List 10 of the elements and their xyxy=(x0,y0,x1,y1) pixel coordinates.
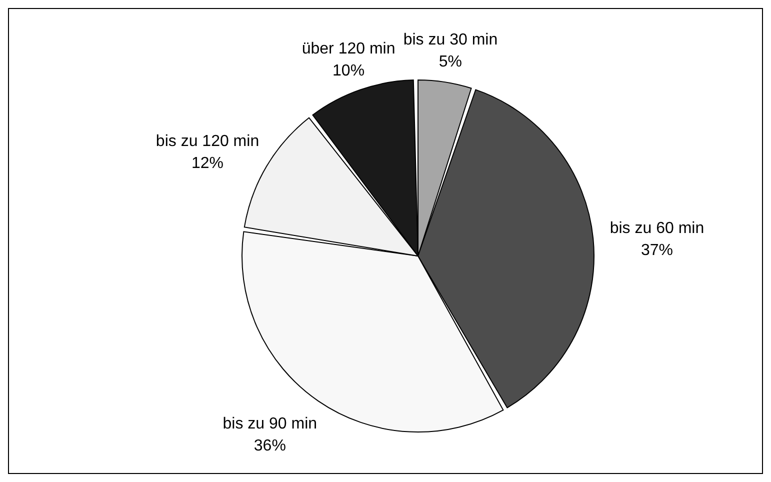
slice-label: bis zu 60 min xyxy=(610,220,704,238)
slice-label: bis zu 120 min xyxy=(156,133,260,150)
data-label: 12% xyxy=(192,155,224,172)
data-label: 36% xyxy=(254,438,286,455)
data-label: 5% xyxy=(438,54,462,71)
slice-label: über 120 min xyxy=(302,40,396,58)
slice-label: bis zu 30 min xyxy=(403,32,498,49)
slice-label: bis zu 90 min xyxy=(222,416,318,433)
data-label: 37% xyxy=(640,242,673,260)
data-label: 10% xyxy=(332,62,365,80)
